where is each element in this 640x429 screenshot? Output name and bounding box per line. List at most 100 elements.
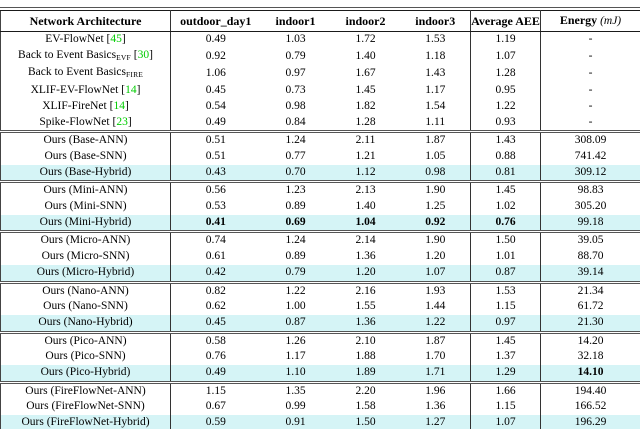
energy-value-cell: - (588, 33, 593, 45)
aee-value-cell: 1.15 (470, 399, 541, 416)
aee-value-cell: 1.21 (355, 149, 376, 162)
aee-value-cell: 1.53 (400, 31, 471, 48)
aee-value-cell: 0.92 (400, 214, 471, 232)
architecture-label: XLIF-FireNet (42, 99, 107, 112)
architecture-label: Ours (Micro-ANN) (40, 234, 131, 247)
aee-value-cell: 0.51 (205, 134, 226, 147)
table-row: Ours (Base-ANN) 0.51 1.24 2.11 1.87 1.43 308.0… (0, 131, 640, 149)
aee-value-cell: 1.20 (355, 265, 376, 278)
column-header-6: Energy (mJ) (540, 10, 640, 32)
aee-value-cell: 2.16 (355, 284, 376, 297)
aee-value-cell: 0.43 (205, 165, 226, 178)
aee-value-cell: 0.92 (205, 49, 226, 62)
group-micro: Ours (Micro-ANN) 0.74 1.24 2.14 1.90 1.50 39.0… (0, 231, 640, 283)
table-header: Network Architecture outdoor_day1 indoor1 i… (0, 10, 640, 32)
energy-value-cell: - (588, 115, 593, 128)
table-row: Ours (FireFlowNet-ANN) 1.15 1.35 2.20 1.96 1.… (0, 382, 640, 400)
architecture-label: Ours (FireFlowNet-SNN) (26, 400, 145, 413)
aee-value-cell: 1.87 (400, 131, 471, 149)
aee-value-cell: 1.90 (400, 181, 471, 200)
aee-value-cell: 1.54 (400, 98, 471, 115)
aee-value-cell: 1.87 (400, 332, 471, 350)
architecture-name-cell: XLIF-EV-FlowNet [14] (0, 83, 171, 99)
aee-value-cell: 0.77 (285, 149, 306, 162)
energy-value-cell: 98.83 (577, 184, 604, 197)
group-mini: Ours (Mini-ANN) 0.56 1.23 2.13 1.90 1.45 98.83… (0, 181, 640, 232)
aee-value-cell: 1.12 (355, 165, 376, 178)
aee-value-cell: 0.82 (205, 284, 226, 297)
table-row: Ours (Nano-ANN) 0.82 1.22 2.16 1.93 1.53 21.34 (0, 282, 640, 300)
aee-value-cell: 0.79 (285, 265, 306, 278)
aee-value-cell: 1.17 (400, 83, 471, 99)
aee-value-cell: 1.35 (285, 384, 306, 397)
aee-value-cell: 1.07 (400, 264, 471, 283)
aee-value-cell: 1.45 (355, 84, 376, 97)
table-row: XLIF-FireNet [14] 0.54 0.98 1.82 1.54 1.22 - (0, 98, 640, 115)
architecture-name-cell: Ours (Pico-Hybrid) (0, 365, 171, 383)
architecture-label: Ours (Base-SNN) (44, 149, 127, 162)
table-row: Ours (Mini-ANN) 0.56 1.23 2.13 1.90 1.45 98.83 (0, 181, 640, 200)
table-row: Ours (Micro-ANN) 0.74 1.24 2.14 1.90 1.50 39.0… (0, 231, 640, 250)
energy-value-cell: 32.18 (577, 350, 604, 363)
table-row: Ours (Mini-SNN) 0.53 0.89 1.40 1.25 1.02 305.2… (0, 199, 640, 215)
architecture-name-cell: Ours (Mini-ANN) (0, 181, 171, 200)
architecture-label: Ours (Pico-SNN) (45, 350, 126, 363)
architecture-label: Ours (Mini-Hybrid) (39, 215, 132, 228)
aee-value-cell: 1.25 (400, 199, 471, 215)
citation-number: 14 (113, 99, 125, 112)
aee-value-cell: 1.44 (400, 299, 471, 315)
column-header-label: Network Architecture (29, 13, 142, 28)
architecture-subscript: FIRE (126, 70, 144, 80)
architecture-label: Ours (Micro-Hybrid) (36, 265, 135, 278)
aee-value-cell: 0.67 (205, 400, 226, 413)
aee-value-cell: 2.20 (355, 384, 376, 397)
column-header-3: indoor2 (330, 10, 401, 32)
table-row: Ours (FireFlowNet-SNN) 0.67 0.99 1.58 1.36 1.… (0, 399, 640, 416)
architecture-label: Ours (Nano-Hybrid) (38, 315, 133, 328)
table-row: Ours (Pico-Hybrid) 0.49 1.10 1.89 1.71 1.29 14… (0, 365, 640, 383)
architecture-name-cell: Ours (Nano-SNN) (0, 299, 171, 315)
architecture-name-cell: XLIF-FireNet [14] (0, 98, 171, 115)
architecture-name-cell: Ours (Micro-SNN) (0, 249, 171, 265)
aee-value-cell: 0.95 (470, 83, 541, 99)
aee-value-cell: 1.15 (470, 299, 541, 315)
architecture-label: Back to Event Basics (18, 48, 117, 61)
architecture-label: Ours (Micro-SNN) (41, 250, 130, 263)
table-row: Ours (Nano-SNN) 0.62 1.00 1.55 1.44 1.15 61.72 (0, 299, 640, 315)
aee-value-cell: 0.54 (205, 99, 226, 112)
aee-value-cell: 1.50 (470, 231, 541, 250)
column-header-2: indoor1 (260, 10, 331, 32)
architecture-name-cell: Ours (Pico-ANN) (0, 332, 171, 350)
table-row: Ours (Micro-Hybrid) 0.42 0.79 1.20 1.07 0.87 3… (0, 264, 640, 283)
architecture-name-cell: Ours (Nano-ANN) (0, 282, 171, 300)
aee-value-cell: 0.93 (470, 114, 541, 132)
architecture-name-cell: Back to Event BasicsEVF [30] (0, 47, 171, 66)
aee-value-cell: 0.73 (285, 84, 306, 97)
aee-value-cell: 1.28 (355, 115, 376, 128)
aee-value-cell: 0.91 (285, 416, 306, 429)
table-row: Ours (Micro-SNN) 0.61 0.89 1.36 1.20 1.01 88.7… (0, 249, 640, 265)
aee-value-cell: 0.69 (285, 215, 306, 228)
group-base: Ours (Base-ANN) 0.51 1.24 2.11 1.87 1.43 308.0… (0, 131, 640, 182)
architecture-name-cell: Ours (Base-SNN) (0, 148, 171, 165)
architecture-label: EV-FlowNet (45, 33, 104, 45)
aee-value-cell: 1.40 (355, 200, 376, 213)
energy-value-cell: 39.14 (577, 265, 604, 278)
column-header-1: outdoor_day1 (170, 10, 261, 32)
aee-value-cell: 1.27 (400, 415, 471, 429)
aee-value-cell: 1.50 (355, 416, 376, 429)
energy-value-cell: - (588, 99, 593, 112)
architecture-name-cell: Ours (Base-Hybrid) (0, 164, 171, 182)
energy-value-cell: 166.52 (574, 400, 607, 413)
energy-value-cell: 88.70 (577, 250, 604, 263)
aee-value-cell: 0.97 (285, 67, 306, 80)
aee-value-cell: 1.37 (470, 349, 541, 366)
table-row: Back to Event BasicsFIRE 1.06 0.97 1.67 1.43… (0, 65, 640, 84)
aee-value-cell: 0.81 (470, 164, 541, 182)
aee-value-cell: 0.98 (400, 164, 471, 182)
energy-value-cell: 61.72 (577, 300, 604, 313)
aee-value-cell: 1.72 (355, 33, 376, 45)
aee-value-cell: 0.58 (205, 334, 226, 347)
architecture-name-cell: Spike-FlowNet [23] (0, 114, 171, 132)
column-header-4: indoor3 (400, 10, 471, 32)
